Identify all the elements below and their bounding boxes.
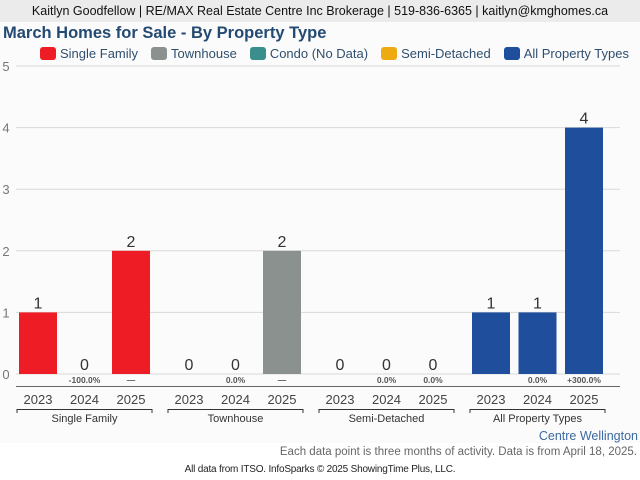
group-label: Townhouse	[208, 413, 264, 425]
percent-change-label: 0.0%	[423, 375, 443, 385]
x-tick-label: 2025	[419, 392, 448, 407]
agent-header: Kaitlyn Goodfellow | RE/MAX Real Estate …	[0, 0, 640, 22]
bar-value-label: 4	[580, 111, 589, 128]
group-bracket	[167, 409, 304, 413]
y-tick-label: 3	[2, 182, 9, 197]
x-tick-label: 2023	[175, 392, 204, 407]
bar-value-label: 0	[185, 357, 194, 374]
x-tick-label: 2025	[570, 392, 599, 407]
bar-value-label: 1	[533, 295, 542, 312]
bar	[19, 312, 57, 374]
y-tick-label: 1	[2, 305, 9, 320]
footer-credit: All data from ITSO. InfoSparks © 2025 Sh…	[184, 464, 456, 475]
legend-swatch	[40, 46, 56, 60]
legend-item-all-property-types[interactable]: All Property Types	[503, 45, 629, 61]
legend: Single Family Townhouse Condo (No Data) …	[40, 45, 640, 61]
bar-value-label: 2	[127, 234, 136, 251]
percent-change-label: 0.0%	[377, 375, 397, 385]
group-label: Single Family	[51, 413, 118, 425]
legend-item-condo[interactable]: Condo (No Data)	[249, 45, 369, 61]
bar-value-label: 0	[429, 357, 438, 374]
x-tick-label: 2023	[24, 392, 53, 407]
legend-item-semi-detached[interactable]: Semi-Detached	[381, 46, 491, 61]
legend-label: All Property Types	[523, 45, 629, 61]
legend-label: Condo (No Data)	[269, 45, 369, 61]
legend-item-townhouse[interactable]: Townhouse	[151, 46, 237, 61]
bar-value-label: 0	[336, 357, 345, 374]
legend-label: Semi-Detached	[401, 45, 491, 61]
region-label: Centre Wellington	[538, 429, 638, 443]
y-tick-label: 2	[2, 244, 9, 259]
bar-value-label: 0	[382, 357, 391, 374]
x-tick-label: 2024	[70, 392, 99, 407]
bar	[472, 312, 510, 374]
x-tick-label: 2025	[268, 392, 297, 407]
legend-swatch	[151, 46, 168, 60]
bar	[518, 312, 557, 374]
bar-value-label: 1	[487, 295, 496, 312]
y-tick-label: 4	[2, 121, 9, 136]
x-tick-label: 2024	[221, 392, 250, 407]
group-bracket	[318, 409, 455, 413]
x-tick-label: 2024	[372, 392, 401, 407]
bar-value-label: 1	[34, 295, 43, 312]
x-tick-label: 2023	[477, 392, 506, 407]
percent-change-label: —	[278, 375, 287, 385]
bar	[263, 250, 301, 374]
percent-change-label: 0.0%	[528, 375, 548, 385]
chart-title: March Homes for Sale - By Property Type	[3, 24, 327, 42]
bar-value-label: 2	[278, 234, 287, 251]
legend-label: Townhouse	[171, 45, 237, 61]
percent-change-label: 0.0%	[226, 375, 246, 385]
bar	[112, 250, 150, 374]
x-tick-label: 2023	[326, 392, 355, 407]
percent-change-label: +300.0%	[567, 375, 601, 385]
bar-value-label: 0	[80, 357, 89, 374]
group-label: All Property Types	[493, 413, 583, 425]
legend-swatch	[381, 46, 398, 60]
legend-label: Single Family	[60, 45, 139, 61]
x-tick-label: 2025	[117, 392, 146, 407]
group-bracket	[469, 409, 606, 413]
data-note: Each data point is three months of activ…	[279, 446, 637, 458]
legend-swatch	[503, 46, 520, 60]
group-label: Semi-Detached	[349, 413, 425, 425]
group-bracket	[16, 409, 153, 413]
bar-value-label: 0	[231, 357, 240, 374]
legend-swatch	[249, 46, 266, 60]
legend-item-single-family[interactable]: Single Family	[40, 46, 138, 61]
percent-change-label: -100.0%	[69, 375, 101, 385]
y-tick-label: 5	[2, 59, 9, 74]
x-tick-label: 2024	[523, 392, 552, 407]
y-tick-label: 0	[2, 367, 9, 382]
bar	[565, 127, 603, 374]
percent-change-label: —	[127, 375, 136, 385]
